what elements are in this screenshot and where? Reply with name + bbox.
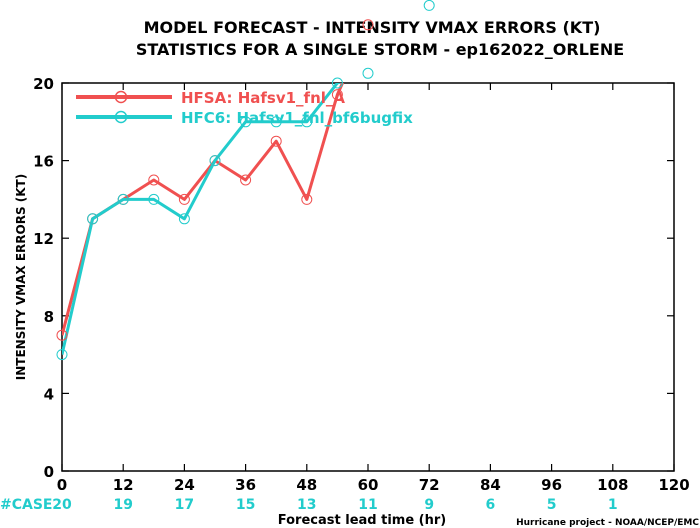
data-point: [301, 116, 313, 128]
series-line-2: [62, 83, 343, 355]
x-tick-label: 120: [658, 476, 689, 494]
x-tick-label: 12: [113, 476, 134, 494]
case-count: 13: [297, 497, 316, 513]
case-count: 17: [175, 497, 194, 513]
data-point: [209, 155, 221, 167]
data-point: [87, 213, 99, 225]
data-point: [178, 193, 190, 205]
y-tick-label: 0: [44, 463, 54, 481]
y-tick-label: 12: [33, 230, 54, 248]
case-count: 1: [608, 497, 618, 513]
y-tick-label: 4: [44, 385, 54, 403]
data-point: [178, 213, 190, 225]
y-tick-label: 16: [33, 153, 54, 171]
case-count: 19: [113, 497, 132, 513]
x-tick-label: 108: [597, 476, 628, 494]
series-lines: [62, 83, 345, 355]
data-point: [270, 135, 282, 147]
legend-label: HFSA: Hafsv1_fnl_A: [181, 89, 345, 107]
data-point: [270, 116, 282, 128]
chart-subtitle: STATISTICS FOR A SINGLE STORM - ep162022…: [136, 40, 624, 59]
data-point: [56, 349, 68, 361]
case-count: 11: [358, 497, 377, 513]
case-label: #CASE: [0, 497, 53, 513]
data-point: [148, 193, 160, 205]
data-point: [240, 174, 252, 186]
data-point: [362, 67, 374, 79]
series-line-1: [62, 83, 345, 336]
x-tick-label: 48: [296, 476, 317, 494]
y-tick-label: 8: [44, 308, 54, 326]
data-point: [56, 329, 68, 341]
data-point: [331, 89, 343, 101]
y-tick-label: 20: [33, 75, 54, 93]
data-point: [423, 0, 435, 11]
legend: HFSA: Hafsv1_fnl_A HFC6: Hafsv1_fnl_bf6bu…: [76, 89, 413, 127]
case-counts: 20 19 17 15 13 11 9 6 5 1: [52, 497, 617, 513]
series-markers: [56, 0, 435, 361]
data-point: [240, 116, 252, 128]
case-count: 9: [424, 497, 434, 513]
data-point: [301, 193, 313, 205]
y-axis-label: INTENSITY VMAX ERRORS (KT): [14, 174, 28, 380]
x-tick-label: 96: [541, 476, 562, 494]
x-tick-label: 0: [57, 476, 67, 494]
credit-text: Hurricane project - NOAA/NCEP/EMC: [516, 518, 699, 528]
data-point: [362, 19, 374, 31]
case-count: 6: [486, 497, 496, 513]
data-point: [148, 174, 160, 186]
x-tick-label: 72: [419, 476, 440, 494]
legend-label: HFC6: Hafsv1_fnl_bf6bugfix: [181, 109, 413, 127]
case-count: 20: [52, 497, 72, 513]
x-tick-label: 24: [174, 476, 195, 494]
x-tick-label: 36: [235, 476, 256, 494]
data-point: [331, 77, 343, 89]
data-point: [117, 193, 129, 205]
case-count: 5: [547, 497, 557, 513]
legend-marker: [114, 110, 128, 124]
x-tick-label: 60: [358, 476, 379, 494]
plot-frame: [61, 82, 675, 472]
x-tick-label: 84: [480, 476, 501, 494]
case-count: 15: [236, 497, 255, 513]
x-axis-label: Forecast lead time (hr): [278, 513, 446, 528]
legend-marker: [114, 90, 128, 104]
